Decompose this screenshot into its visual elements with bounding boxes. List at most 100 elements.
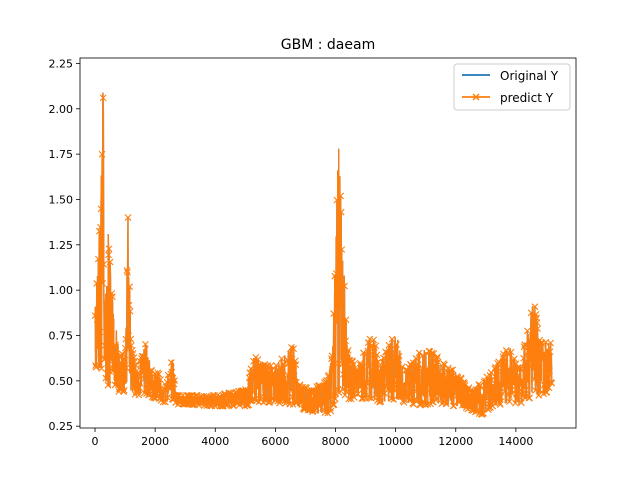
y-tick-label: 2.25 bbox=[49, 57, 74, 70]
predict-y-marker bbox=[480, 409, 487, 417]
predict-y-marker bbox=[388, 335, 396, 343]
predict-y-marker bbox=[94, 255, 102, 263]
predict-y-marker bbox=[345, 395, 353, 403]
predict-y-marker bbox=[458, 395, 466, 403]
predict-y-marker bbox=[217, 397, 225, 405]
predict-y-marker bbox=[104, 381, 112, 389]
predict-y-marker bbox=[543, 388, 551, 396]
predict-y-marker bbox=[323, 377, 331, 384]
predict-y-marker bbox=[336, 263, 344, 271]
predict-y-marker bbox=[340, 370, 347, 378]
predict-y-marker bbox=[499, 360, 506, 367]
legend-label-original-y: Original Y bbox=[500, 69, 559, 83]
predict-y-marker bbox=[92, 362, 99, 369]
predict-y-marker bbox=[301, 404, 309, 412]
predict-y-marker bbox=[125, 301, 133, 309]
predict-y-marker bbox=[127, 335, 135, 343]
predict-y-marker bbox=[423, 367, 431, 375]
predict-y-marker bbox=[492, 369, 500, 377]
predict-y-marker bbox=[93, 280, 101, 287]
predict-y-marker bbox=[329, 368, 336, 376]
predict-y-marker bbox=[387, 358, 395, 366]
predict-y-marker bbox=[393, 341, 400, 348]
predict-y-marker bbox=[488, 382, 496, 390]
predict-y-marker bbox=[124, 269, 131, 276]
predict-y-marker bbox=[142, 357, 150, 365]
predict-y-marker bbox=[373, 351, 381, 359]
predict-y-marker bbox=[100, 260, 108, 268]
predict-y-marker bbox=[93, 316, 101, 323]
predict-y-marker bbox=[368, 367, 376, 375]
predict-y-marker bbox=[528, 344, 536, 352]
x-tick-label: 8000 bbox=[322, 435, 350, 448]
predict-y-marker bbox=[118, 350, 126, 358]
predict-y-marker bbox=[393, 381, 401, 388]
predict-y-marker bbox=[474, 388, 481, 396]
predict-y-marker bbox=[167, 370, 175, 378]
predict-y-marker bbox=[273, 366, 281, 374]
predict-y-marker bbox=[383, 356, 391, 364]
predict-y-marker bbox=[150, 394, 157, 401]
predict-y-marker bbox=[254, 356, 262, 363]
predict-y-marker bbox=[295, 391, 303, 399]
predict-y-marker bbox=[497, 393, 505, 401]
predict-y-marker bbox=[548, 379, 556, 387]
predict-y-marker bbox=[95, 227, 103, 235]
predict-y-marker bbox=[283, 396, 291, 404]
predict-y-marker bbox=[277, 364, 285, 372]
predict-y-marker bbox=[510, 380, 518, 388]
y-tick-label: 2.00 bbox=[49, 103, 74, 116]
predict-y-marker bbox=[120, 388, 128, 396]
predict-y-marker bbox=[342, 337, 349, 345]
predict-y-marker bbox=[338, 246, 346, 253]
predict-y-marker bbox=[522, 386, 530, 394]
predict-y-marker bbox=[420, 377, 428, 385]
x-tick-label: 0 bbox=[92, 435, 99, 448]
predict-y-markers bbox=[91, 94, 556, 418]
predict-y-marker bbox=[131, 357, 138, 365]
predict-y-marker bbox=[329, 401, 337, 409]
predict-y-marker bbox=[119, 366, 127, 374]
predict-y-marker bbox=[230, 402, 237, 410]
predict-y-marker bbox=[415, 349, 423, 357]
predict-y-marker bbox=[340, 323, 348, 330]
predict-y-marker bbox=[546, 367, 553, 374]
predict-y-marker bbox=[450, 402, 458, 410]
predict-y-marker bbox=[275, 377, 283, 384]
predict-y-marker bbox=[390, 396, 398, 403]
predict-y-marker bbox=[140, 389, 148, 397]
predict-y-marker bbox=[520, 354, 527, 362]
predict-y-marker bbox=[392, 361, 400, 368]
predict-y-marker bbox=[242, 387, 250, 395]
predict-y-marker bbox=[323, 383, 331, 390]
predict-y-marker bbox=[112, 341, 119, 349]
predict-y-marker bbox=[452, 381, 459, 389]
predict-y-marker bbox=[492, 363, 499, 371]
predict-y-marker bbox=[258, 371, 266, 379]
predict-y-marker bbox=[521, 341, 529, 349]
predict-y-marker bbox=[312, 404, 320, 412]
predict-y-marker bbox=[518, 399, 525, 407]
predict-y-marker bbox=[413, 397, 421, 405]
predict-y-marker bbox=[161, 398, 169, 406]
predict-y-marker bbox=[498, 381, 506, 388]
predict-y-marker bbox=[266, 398, 274, 406]
predict-y-marker bbox=[529, 355, 537, 362]
predict-y-marker bbox=[485, 404, 493, 412]
predict-y-marker bbox=[539, 350, 546, 358]
predict-y-marker bbox=[139, 354, 147, 361]
predict-y-marker bbox=[150, 378, 158, 386]
predict-y-marker bbox=[287, 386, 295, 394]
predict-y-marker bbox=[380, 362, 388, 370]
predict-y-marker bbox=[370, 336, 378, 344]
predict-y-marker bbox=[546, 348, 554, 356]
predict-y-marker bbox=[454, 380, 461, 388]
predict-y-marker bbox=[120, 386, 128, 394]
plot-frame bbox=[79, 57, 577, 429]
predict-y-marker bbox=[332, 270, 340, 278]
predict-y-marker bbox=[501, 388, 509, 395]
predict-y-marker bbox=[433, 386, 440, 393]
predict-y-marker bbox=[408, 389, 415, 397]
predict-y-marker bbox=[545, 384, 553, 391]
